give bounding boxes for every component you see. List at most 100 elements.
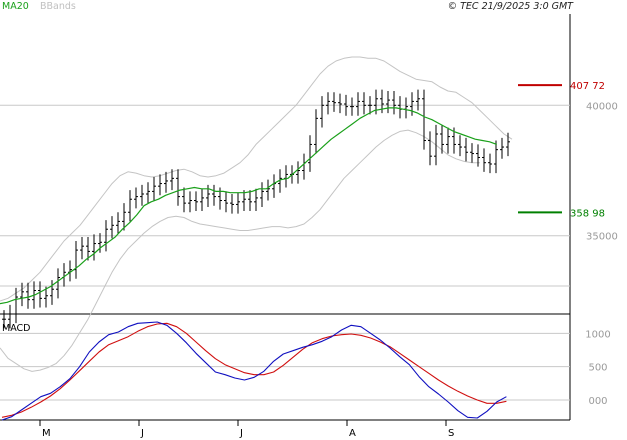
price-bar	[14, 287, 18, 324]
price-bar	[122, 203, 126, 231]
price-bar	[278, 169, 282, 193]
price-bar	[170, 169, 174, 191]
macd-tick-label: 000	[588, 396, 607, 407]
price-bar	[422, 89, 426, 150]
price-bar	[506, 132, 510, 157]
y-tick-label: 35000	[586, 232, 618, 243]
macd-panel: 1000 500 000	[0, 321, 611, 421]
price-bar	[332, 92, 336, 112]
price-bar	[494, 140, 498, 174]
price-bar	[398, 96, 402, 119]
price-bar	[230, 194, 234, 214]
price-bar	[362, 92, 366, 115]
price-bar	[440, 124, 444, 154]
y-tick-label: 40000	[586, 101, 618, 112]
price-bar	[392, 90, 396, 115]
price-bar	[446, 127, 450, 154]
source-timestamp: © TEC 21/9/2025 3:0 GMT	[448, 1, 575, 12]
bband-upper-line	[0, 56, 513, 302]
bband-lower-line	[0, 129, 480, 372]
price-bar	[326, 92, 330, 115]
price-bar	[320, 96, 324, 128]
price-bar	[86, 237, 90, 261]
x-tick-label: J	[140, 428, 144, 439]
macd-line	[1, 321, 507, 421]
price-bar	[140, 184, 144, 206]
price-bar	[296, 161, 300, 184]
price-bar	[338, 93, 342, 114]
price-bar	[134, 187, 138, 209]
price-bar	[482, 148, 486, 172]
price-bar	[74, 240, 78, 279]
price-bar	[488, 153, 492, 174]
price-levels: 407 72 358 98	[518, 81, 605, 219]
price-bar	[416, 89, 420, 111]
price-bar	[38, 281, 42, 308]
price-bar	[470, 143, 474, 163]
price-bar	[404, 97, 408, 119]
x-tick-label: S	[448, 428, 454, 439]
ma20-polyline	[0, 107, 498, 305]
price-bar	[254, 188, 258, 211]
bollinger-bands	[0, 56, 513, 372]
price-bar	[158, 174, 162, 196]
x-tick-label: J	[239, 428, 243, 439]
macd-title: MACD	[2, 323, 30, 334]
price-bar	[302, 153, 306, 180]
x-tick-label: M	[42, 428, 51, 439]
macd-tick-label: 500	[588, 363, 607, 374]
chart-frame	[0, 14, 571, 421]
price-bar	[194, 191, 198, 211]
price-bar	[116, 212, 120, 235]
price-bar	[80, 237, 84, 260]
price-bar	[500, 137, 504, 159]
price-bar	[104, 220, 108, 252]
price-bar	[56, 268, 60, 299]
legend-ma20: MA20	[2, 1, 29, 12]
price-bar	[128, 190, 132, 222]
price-bar	[224, 191, 228, 213]
price-bar	[92, 234, 96, 261]
price-bar	[308, 135, 312, 172]
price-bar	[152, 177, 156, 201]
price-bar	[284, 165, 288, 188]
support-label: 358 98	[570, 208, 605, 219]
price-bar	[356, 92, 360, 116]
price-bars	[2, 89, 510, 329]
price-bar	[146, 182, 150, 204]
price-bar	[44, 286, 48, 308]
price-bar	[182, 187, 186, 213]
price-bar	[410, 92, 414, 116]
price-bar	[20, 282, 24, 307]
price-gridlines: 40000 35000	[0, 101, 618, 243]
price-bar	[26, 282, 30, 309]
price-bar	[110, 216, 114, 239]
macd-tick-label: 1000	[585, 329, 610, 340]
price-bar	[314, 109, 318, 154]
price-bar	[164, 171, 168, 193]
price-bar	[368, 96, 372, 115]
price-bar	[176, 169, 180, 206]
price-bar	[260, 182, 264, 208]
resistance-label: 407 72	[570, 81, 605, 92]
price-bar	[350, 97, 354, 116]
price-bar	[8, 304, 12, 329]
price-bar	[200, 188, 204, 211]
price-bar	[188, 191, 192, 213]
price-bar	[62, 263, 66, 287]
price-bar	[464, 137, 468, 162]
price-bar	[434, 124, 438, 166]
price-bar	[386, 90, 390, 114]
price-bar	[266, 179, 270, 201]
price-bar	[344, 94, 348, 116]
price-bar	[458, 135, 462, 157]
legend-bbands: BBands	[40, 1, 76, 12]
price-bar	[2, 310, 6, 329]
price-bar	[98, 233, 102, 253]
x-tick-label: A	[349, 428, 356, 439]
price-bar	[212, 184, 216, 206]
price-bar	[50, 280, 54, 305]
price-bar	[476, 144, 480, 167]
